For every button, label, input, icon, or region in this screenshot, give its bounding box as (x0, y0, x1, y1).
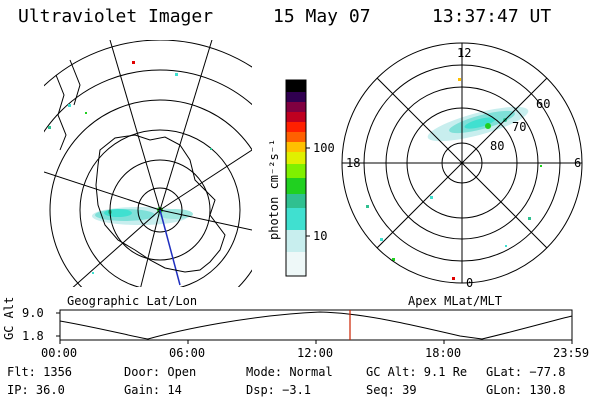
altitude-curve (59, 311, 573, 340)
magnetic-polar-plot (341, 42, 583, 284)
mlt-label-6: 6 (574, 156, 582, 170)
orbit-ytick-1-8: 1.8 (22, 329, 44, 343)
noise-pixels-geo (48, 61, 212, 274)
mlt-label-0: 0 (466, 276, 474, 290)
orbit-ylabel: GC Alt (2, 296, 16, 340)
gc-altitude: GC Alt: 9.1 Re (366, 365, 468, 379)
sequence-number: Seq: 39 (366, 383, 417, 397)
noise-pixels-mag (366, 78, 542, 280)
mlat-label-80: 80 (490, 139, 505, 153)
orbit-ytick-9: 9.0 (22, 306, 44, 320)
mlat-label-60: 60 (536, 97, 551, 111)
time-label: 13:37:47 UT (432, 6, 552, 27)
colorbar-unit-label: photon cm⁻²s⁻¹ (267, 138, 281, 240)
date-label: 15 May 07 (273, 6, 371, 27)
flight-number: Flt: 1356 (7, 365, 73, 379)
colorbar (285, 79, 310, 277)
geographic-caption: Geographic Lat/Lon (67, 294, 198, 308)
orbit-xtick-0600: 06:00 (169, 346, 206, 360)
orbit-xtick-2359: 23:59 (553, 346, 590, 360)
dsp-value: Dsp: −3.1 (246, 383, 312, 397)
orbit-altitude-plot (56, 309, 573, 344)
mlat-label-70: 70 (512, 120, 527, 134)
mlt-label-12: 12 (457, 46, 472, 60)
orbit-xtick-0000: 00:00 (41, 346, 78, 360)
aurora-oval-mag (427, 106, 529, 142)
instrument-title: Ultraviolet Imager (18, 6, 214, 27)
colorbar-tick-100: 100 (313, 141, 335, 155)
noon-meridian (159, 209, 181, 286)
door-status: Door: Open (124, 365, 197, 379)
mlt-label-18: 18 (346, 156, 361, 170)
colorbar-tick-10: 10 (313, 229, 328, 243)
gain-value: Gain: 14 (124, 383, 182, 397)
geographic-latitude: GLat: −77.8 (486, 365, 566, 379)
orbit-xtick-1200: 12:00 (297, 346, 334, 360)
geographic-map (44, 40, 252, 287)
magnetic-caption: Apex MLat/MLT (408, 294, 502, 308)
geographic-longitude: GLon: 130.8 (486, 383, 566, 397)
antarctica-coastline (95, 134, 226, 273)
mode-status: Mode: Normal (246, 365, 333, 379)
orbit-xtick-1800: 18:00 (425, 346, 462, 360)
ip-value: IP: 36.0 (7, 383, 65, 397)
